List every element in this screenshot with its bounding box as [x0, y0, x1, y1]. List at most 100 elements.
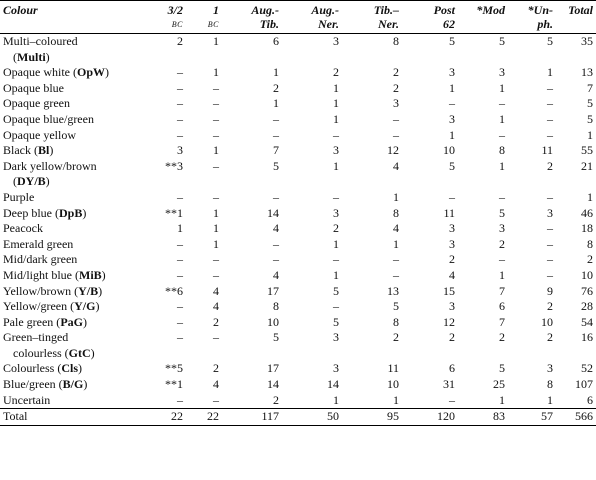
colour-label: Colourless (Cls) — [0, 361, 138, 377]
table-row: Uncertain – – 2 1 1 – 1 1 6 — [0, 393, 596, 409]
table-cell: 1 — [213, 205, 219, 220]
colour-name: Yellow/brown ( — [3, 283, 79, 298]
table-row: Emerald green – 1 – 1 1 3 2 – 8 — [0, 237, 596, 253]
table-cell: 46 — [581, 205, 593, 220]
table-cell: 5 — [547, 34, 553, 48]
table-cell: – — [499, 127, 505, 142]
table-cell: 54 — [581, 314, 593, 329]
table-cell: 6 — [587, 392, 593, 407]
table-cell: – — [213, 189, 219, 204]
table-cell: 6 — [499, 299, 505, 314]
colour-name: Emerald green — [3, 236, 74, 251]
table-header: Colour 3/2 1 Aug.- Aug.- Tib.– Post *Mod… — [0, 0, 596, 34]
table-cell: – — [177, 252, 183, 267]
table-cell: – — [213, 158, 219, 173]
table-cell: 4 — [273, 267, 279, 282]
colour-label: Green–tinged colourless (GtC) — [0, 330, 138, 361]
table-cell: – — [273, 127, 279, 142]
colour-name: Purple — [3, 189, 35, 204]
table-cell: 13 — [387, 283, 399, 298]
paren-close: ) — [83, 377, 88, 392]
table-cell: – — [333, 252, 339, 267]
table-cell: 5 — [273, 330, 279, 345]
table-cell: 21 — [581, 158, 593, 173]
paren-close: ) — [45, 49, 50, 64]
table-cell: – — [333, 127, 339, 142]
total-row: Total 22 22 117 50 95 120 83 57 566 — [0, 408, 596, 426]
table-cell: 1 — [547, 392, 553, 407]
colour-label: Opaque green — [0, 96, 138, 112]
table-cell: 18 — [581, 221, 593, 236]
header-aug-tib: Aug.- — [222, 0, 282, 17]
header-colour: Colour — [0, 0, 138, 17]
colour-abbreviation: OpW — [76, 65, 105, 80]
header-tib-ner-2: Ner. — [342, 17, 402, 34]
table-cell: 1 — [393, 189, 399, 204]
table-cell: **1 — [165, 205, 183, 220]
table-cell: 1 — [393, 236, 399, 251]
table-cell: 8 — [273, 299, 279, 314]
header-3-2-bc-sub: BC — [171, 20, 183, 29]
table-cell: 5 — [393, 299, 399, 314]
colour-label: Mid/dark green — [0, 252, 138, 268]
table-cell: 5 — [499, 34, 505, 48]
table-cell: – — [547, 80, 553, 95]
table-cell: – — [177, 111, 183, 126]
paren-close: ) — [82, 314, 87, 329]
colour-label: Peacock — [0, 221, 138, 237]
table-cell: 1 — [333, 392, 339, 407]
colour-abbreviation: Multi — [17, 49, 46, 64]
table-cell: 1 — [449, 127, 455, 142]
table-cell: – — [393, 127, 399, 142]
table-cell: 2 — [547, 158, 553, 173]
table-cell: 1 — [587, 127, 593, 142]
table-cell: 7 — [587, 80, 593, 95]
paren-close: ) — [105, 65, 109, 80]
table-cell: 8 — [393, 314, 399, 329]
table-cell: – — [213, 252, 219, 267]
paren-close: ) — [78, 361, 83, 376]
table-cell: – — [449, 96, 455, 111]
table-cell: – — [449, 392, 455, 407]
table-row: Yellow/brown (Y/B) **6 4 17 5 13 15 7 9 76 — [0, 284, 596, 300]
table-cell: 1 — [273, 96, 279, 111]
total-cell: 22 — [186, 408, 222, 426]
header-unph-2: ph. — [508, 17, 556, 34]
paren-close: ) — [82, 205, 87, 220]
table-row: Opaque yellow – – – – – 1 – – 1 — [0, 128, 596, 144]
table-cell: 4 — [449, 267, 455, 282]
colour-label: Multi–coloured (Multi) — [0, 34, 138, 66]
table-cell: – — [177, 330, 183, 345]
table-cell: **6 — [165, 283, 183, 298]
table-cell: – — [393, 111, 399, 126]
table-cell: 3 — [333, 361, 339, 376]
table-cell: 8 — [393, 34, 399, 48]
colour-abbreviation: Y/B — [78, 283, 99, 298]
table-cell: – — [213, 127, 219, 142]
table-cell: – — [499, 189, 505, 204]
table-cell: 14 — [267, 205, 279, 220]
table-cell: – — [333, 189, 339, 204]
colour-label-second-line: (Multi) — [3, 50, 135, 66]
table-cell: 8 — [393, 205, 399, 220]
total-cell: 50 — [282, 408, 342, 426]
table-cell: 2 — [177, 34, 183, 48]
table-cell: 76 — [581, 283, 593, 298]
table-cell: 5 — [499, 361, 505, 376]
table-cell: – — [213, 111, 219, 126]
table-cell: – — [177, 80, 183, 95]
table-row: Opaque green – – 1 1 3 – – – 5 — [0, 96, 596, 112]
table-row: Mid/dark green – – – – – 2 – – 2 — [0, 252, 596, 268]
table-cell: 14 — [267, 377, 279, 392]
table-cell: 10 — [541, 314, 553, 329]
table-cell: 1 — [177, 221, 183, 236]
table-row: Dark yellow/brown (DY/B) **3 – 5 1 4 5 1 2 21 — [0, 159, 596, 190]
table-cell: 12 — [387, 143, 399, 158]
table-cell: 107 — [575, 377, 593, 392]
colour-name: Peacock — [3, 221, 43, 236]
table-cell: – — [177, 236, 183, 251]
header-aug-tib-2: Tib. — [222, 17, 282, 34]
table-cell: 10 — [387, 377, 399, 392]
table-cell: – — [213, 96, 219, 111]
table-cell: 4 — [273, 221, 279, 236]
